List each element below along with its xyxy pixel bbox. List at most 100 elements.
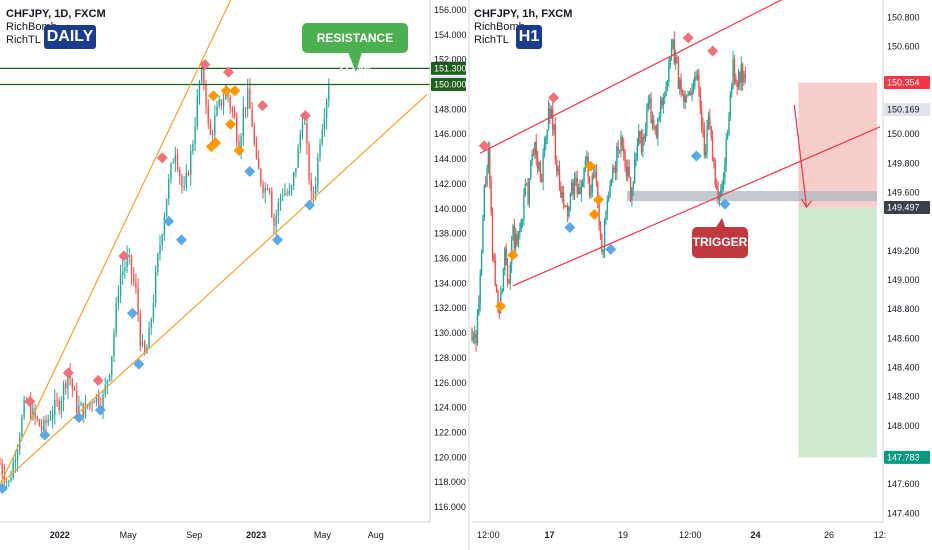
- trigger-arrow-line: [793, 104, 808, 208]
- right-candle: [706, 126, 708, 153]
- right-candle: [525, 184, 528, 186]
- left-red-diamond: [92, 374, 104, 386]
- left-candle: [154, 272, 157, 303]
- left-candle: [102, 394, 104, 409]
- right-candle: [621, 136, 624, 147]
- left-y-tick-label: 140.000: [434, 204, 467, 214]
- right-candle: [616, 146, 618, 173]
- right-candle: [695, 76, 697, 79]
- right-candle: [607, 195, 610, 201]
- right-tag-current-label: 150.169: [887, 105, 920, 115]
- right-y-tick-label: 150.800: [887, 12, 920, 22]
- right-candle: [516, 234, 518, 244]
- left-candle: [165, 198, 168, 217]
- right-timeframe-badge: H1: [516, 25, 542, 49]
- right-candle: [505, 248, 507, 266]
- left-candle: [218, 99, 220, 106]
- right-candle: [696, 74, 699, 79]
- right-candle: [501, 290, 503, 294]
- left-y-tick-label: 122.000: [434, 428, 467, 438]
- right-candle: [632, 182, 634, 188]
- right-candle: [698, 74, 700, 89]
- right-x-tick-label: 17: [545, 530, 555, 540]
- right-red-diamond: [548, 92, 560, 104]
- left-y-tick-label: 152.000: [434, 55, 467, 65]
- left-candle: [325, 100, 328, 119]
- right-tag-stop-label: 150.354: [887, 78, 920, 88]
- right-candle: [493, 254, 495, 262]
- right-candle: [744, 74, 747, 79]
- right-candle: [628, 166, 630, 178]
- right-candle: [513, 225, 516, 249]
- left-candle: [67, 372, 69, 389]
- right-tag-target-bg: [884, 450, 930, 464]
- left-timeframe-badge: DAILY: [44, 25, 96, 49]
- left-candle: [299, 134, 302, 148]
- left-red-diamond: [222, 66, 234, 78]
- left-candle: [130, 255, 133, 275]
- left-candle: [321, 129, 323, 144]
- right-y-tick-label: 149.800: [887, 158, 920, 168]
- right-candle: [635, 158, 637, 160]
- right-y-tick-label: 149.000: [887, 275, 920, 285]
- right-candle: [592, 175, 595, 177]
- right-candle: [715, 185, 718, 189]
- left-candle: [185, 172, 188, 187]
- right-candle: [487, 149, 490, 169]
- right-red-diamond: [478, 140, 490, 152]
- left-red-diamond: [199, 59, 211, 71]
- right-orange-diamond: [588, 208, 600, 220]
- left-orange-trendline: [0, 0, 232, 485]
- left-blue-diamond: [133, 358, 145, 370]
- left-tag-resistance-top: 151.300: [431, 61, 467, 75]
- right-x-tick-label: 12:00: [477, 530, 500, 540]
- right-indicator-richtl[interactable]: RichTL: [474, 34, 509, 46]
- right-candle: [689, 92, 692, 95]
- right-orange-diamond: [584, 160, 596, 172]
- right-candle: [642, 136, 644, 153]
- right-candle: [717, 188, 719, 200]
- right-candle: [523, 194, 525, 220]
- right-tag-entry-bg: [884, 200, 930, 214]
- left-indicator-richtl[interactable]: RichTL: [6, 34, 41, 46]
- left-candle: [233, 111, 236, 118]
- left-candle: [91, 402, 93, 404]
- right-candle: [527, 185, 529, 204]
- trigger-callout: TRIGGER: [692, 227, 748, 258]
- left-orange-trendline: [0, 94, 428, 486]
- right-candle: [565, 206, 568, 208]
- right-candle: [661, 100, 663, 106]
- left-candle: [317, 157, 319, 186]
- left-candle: [205, 84, 207, 106]
- left-candle: [308, 144, 310, 181]
- left-candle: [181, 176, 183, 187]
- left-candle: [5, 481, 8, 483]
- left-candle: [264, 188, 266, 193]
- right-candle: [669, 57, 671, 67]
- left-candle: [71, 379, 74, 389]
- right-candle: [691, 90, 693, 95]
- right-y-tick-label: 149.600: [887, 187, 920, 197]
- left-candle: [236, 117, 238, 142]
- right-candle: [580, 186, 583, 194]
- right-candle: [665, 86, 667, 96]
- left-x-tick-label: Aug: [368, 530, 384, 540]
- resistance-callout-pointer: [348, 52, 362, 72]
- right-blue-diamond: [564, 221, 576, 233]
- left-candle: [279, 196, 282, 203]
- right-candle: [582, 181, 584, 187]
- right-candle: [625, 167, 628, 176]
- left-candle: [62, 383, 65, 401]
- right-candle: [740, 64, 742, 83]
- left-candle: [157, 254, 159, 273]
- right-candle: [504, 248, 506, 270]
- right-candle: [562, 191, 565, 206]
- left-tag-resistance-bottom-bg: [431, 78, 466, 92]
- left-candle: [58, 400, 60, 411]
- right-candle: [498, 308, 501, 314]
- right-candle: [670, 47, 673, 58]
- right-indicator-richbomb[interactable]: RichBomb: [474, 21, 525, 33]
- left-candle: [192, 144, 194, 152]
- left-candle: [200, 66, 203, 82]
- right-candle: [568, 208, 570, 217]
